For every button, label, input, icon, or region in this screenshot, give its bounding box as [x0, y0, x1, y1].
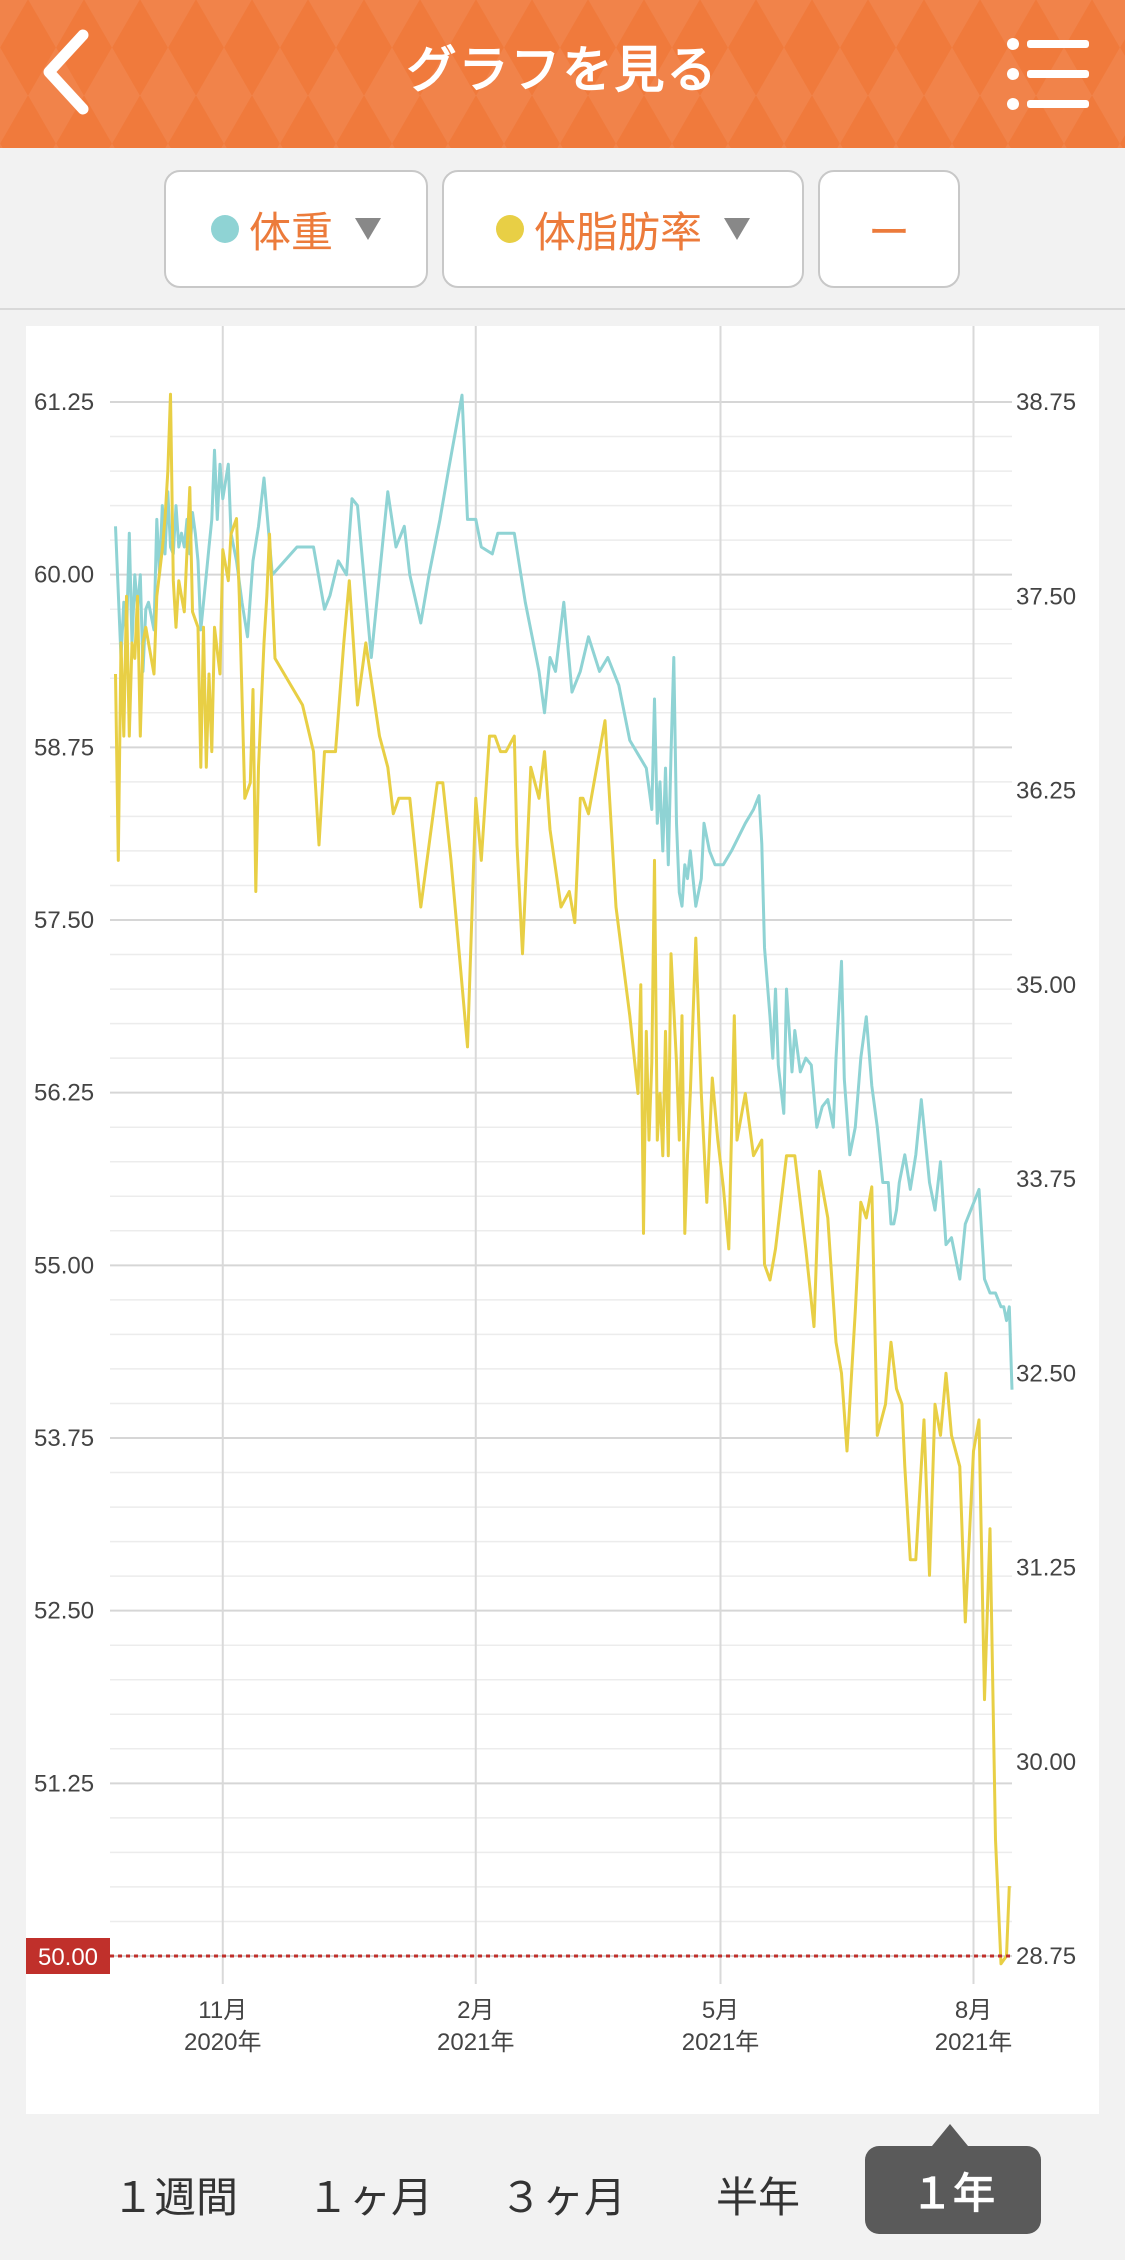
secondary-series-label: 体脂肪率	[533, 207, 702, 257]
right-axis-tick-label: 36.25	[1016, 778, 1076, 805]
secondary-series-dot	[495, 215, 524, 243]
x-axis-month-label: 11月	[198, 1997, 247, 2024]
left-axis-tick-label: 55.00	[34, 1252, 94, 1279]
left-axis-tick-label: 56.25	[34, 1080, 94, 1107]
left-axis-tick-label: 51.25	[34, 1770, 94, 1797]
right-axis-tick-label: 38.75	[1016, 389, 1076, 416]
x-axis-month-label: 8月	[955, 1997, 992, 2024]
x-axis-year-label: 2021年	[935, 2029, 1012, 2056]
tab-1-month[interactable]: １ヶ月	[306, 2172, 433, 2222]
x-axis-year-label: 2021年	[437, 2029, 514, 2056]
target-label-box	[26, 1938, 110, 1974]
x-axis-year-label: 2021年	[682, 2029, 759, 2056]
left-axis-tick-label: 60.00	[34, 562, 94, 589]
tab-3-months[interactable]: ３ヶ月	[499, 2172, 626, 2222]
primary-series-label: 体重	[248, 207, 333, 257]
chart-card: 61.25 60.00 58.75 57.50 56.25 55.00 53.75 52.50…	[26, 326, 1099, 2114]
x-axis-month-label: 5月	[702, 1997, 739, 2024]
left-axis-tick-label: 53.75	[34, 1425, 94, 1452]
app-header: グラフを見る	[0, 0, 1125, 148]
right-axis-tick-label: 35.00	[1016, 972, 1076, 999]
series-selector-bar: 体重 体脂肪率 ー	[0, 148, 1125, 310]
left-axis-tick-label: 58.75	[34, 734, 94, 761]
primary-series-select[interactable]: 体重	[164, 170, 428, 288]
secondary-series-select[interactable]: 体脂肪率	[442, 170, 804, 288]
right-axis-tick-label: 37.50	[1016, 583, 1076, 610]
menu-button[interactable]	[1005, 34, 1095, 114]
tab-1-week[interactable]: １週間	[111, 2172, 238, 2222]
tab-half-year[interactable]: 半年	[715, 2172, 800, 2222]
primary-series-dot	[210, 215, 239, 243]
target-label: 50.00	[38, 1944, 98, 1971]
period-tabs: １週間 １ヶ月 ３ヶ月 半年 １年	[0, 2124, 1125, 2260]
right-axis-tick-label: 28.75	[1016, 1943, 1076, 1970]
right-axis-tick-label: 33.75	[1016, 1166, 1076, 1193]
left-axis-tick-label: 61.25	[34, 389, 94, 416]
weight-fat-line-chart: 61.25 60.00 58.75 57.50 56.25 55.00 53.75 52.50…	[26, 326, 1076, 2056]
x-axis-year-label: 2020年	[184, 2029, 261, 2056]
dropdown-arrow-icon	[355, 218, 381, 240]
third-series-label: ー	[867, 207, 910, 257]
right-axis-tick-label: 31.25	[1016, 1555, 1076, 1582]
third-series-select[interactable]: ー	[818, 170, 960, 288]
dropdown-arrow-icon	[724, 218, 750, 240]
right-axis-tick-label: 30.00	[1016, 1749, 1076, 1776]
active-tab-pointer	[932, 2124, 968, 2146]
list-menu-icon	[1007, 38, 1089, 110]
chevron-left-icon	[43, 29, 89, 115]
left-axis-tick-label: 52.50	[34, 1598, 94, 1625]
back-button[interactable]	[22, 22, 112, 122]
tab-1-year[interactable]: １年	[865, 2146, 1041, 2234]
body-fat-series-line	[114, 392, 1011, 1966]
weight-series-line	[114, 393, 1014, 1390]
x-axis-month-label: 2月	[457, 1997, 494, 2024]
page-title: グラフを見る	[406, 41, 719, 99]
right-axis-tick-label: 32.50	[1016, 1360, 1076, 1387]
left-axis-tick-label: 57.50	[34, 907, 94, 934]
